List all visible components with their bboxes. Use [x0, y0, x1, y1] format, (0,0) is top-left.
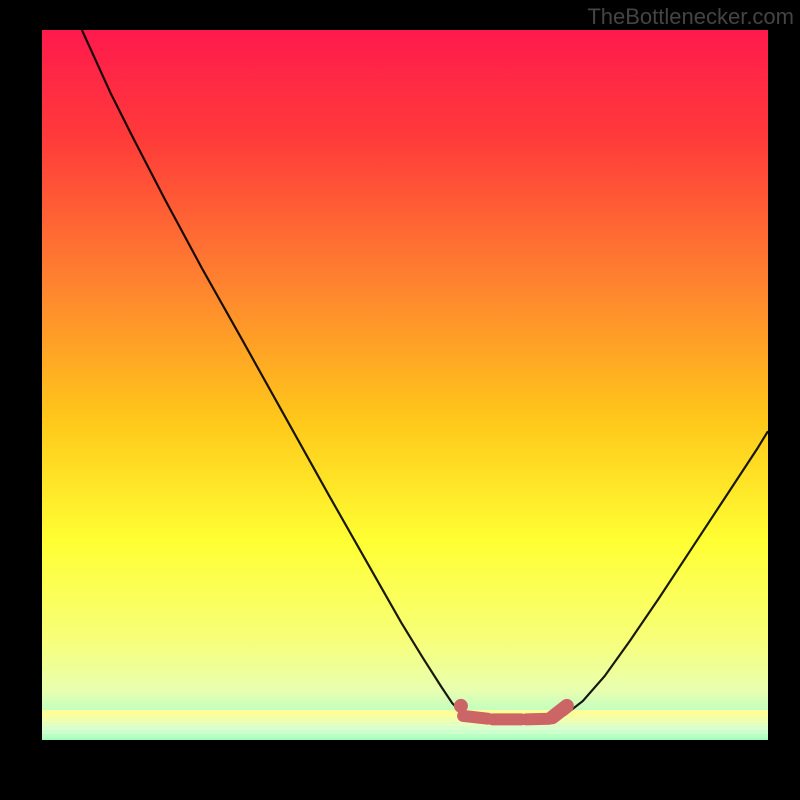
gradient-background	[42, 30, 768, 740]
bottom-stripe	[42, 726, 768, 730]
bottom-stripe	[42, 710, 768, 714]
bottom-stripe	[42, 730, 768, 734]
bottom-stripe	[42, 738, 768, 740]
bottom-stripe	[42, 714, 768, 718]
bottom-stripe	[42, 734, 768, 738]
marker-dot	[454, 699, 468, 713]
marker-segment	[463, 716, 488, 719]
marker-segment	[552, 706, 567, 717]
watermark-text: TheBottlenecker.com	[587, 4, 794, 30]
bottom-stripe	[42, 722, 768, 726]
chart-svg	[42, 30, 768, 740]
plot-area	[42, 30, 768, 740]
bottom-stripe	[42, 718, 768, 722]
